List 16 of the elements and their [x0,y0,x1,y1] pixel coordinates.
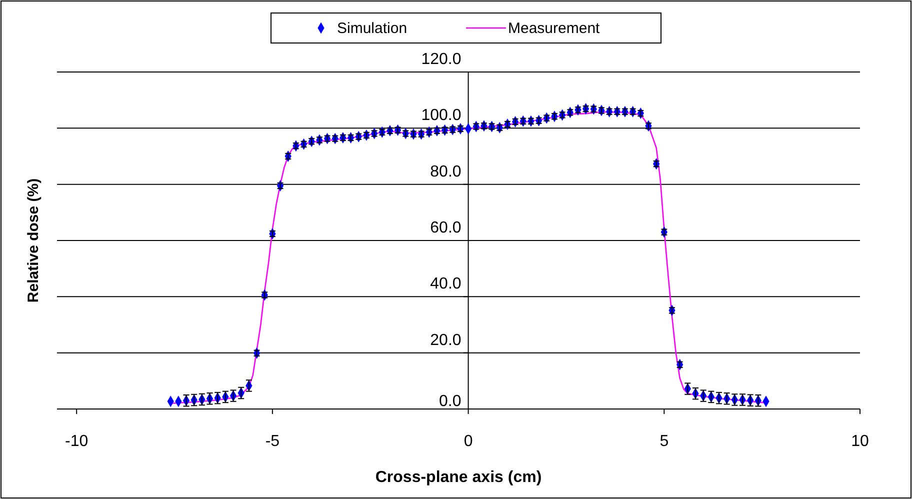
y-axis-title: Relative dose (%) [25,178,42,303]
y-tick-label: 60.0 [430,220,462,236]
x-tick-label: -10 [65,433,88,450]
x-tick-label: 0 [464,433,473,450]
y-tick-label: 40.0 [430,276,462,293]
y-tick-label: 20.0 [430,332,462,349]
y-tick-label: 0.0 [439,393,462,410]
x-tick-label: 10 [851,433,869,450]
y-tick-label: 120.0 [421,51,462,68]
y-tick-label: 100.0 [421,107,462,124]
legend-label: Measurement [508,20,601,37]
legend-label: Simulation [337,20,408,37]
x-tick-label: 5 [660,433,669,450]
x-tick-label: -5 [265,433,280,450]
x-axis-title: Cross-plane axis (cm) [375,469,542,486]
y-tick-label: 80.0 [430,163,462,180]
